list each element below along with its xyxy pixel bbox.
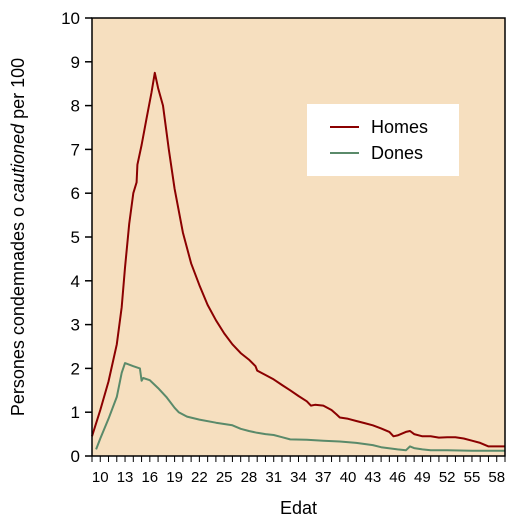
x-tick-label: 37: [315, 469, 332, 486]
x-axis-title: Edat: [280, 498, 317, 518]
x-tick-label: 46: [389, 469, 406, 486]
y-tick-label: 9: [71, 53, 80, 72]
y-tick-label: 4: [71, 272, 80, 291]
y-axis-title: Persones condemnades o cautioned per 100: [8, 58, 28, 416]
y-axis-title-part-3: per 100: [8, 58, 28, 124]
x-tick-label: 40: [340, 469, 357, 486]
y-tick-label: 7: [71, 140, 80, 159]
y-tick-label: 8: [71, 97, 80, 116]
plot-area-background: [92, 18, 505, 456]
series-layer: [91, 71, 505, 452]
x-tick-label: 49: [414, 469, 431, 486]
x-tick-label: 34: [290, 469, 307, 486]
series-line-dones: [95, 362, 505, 452]
x-tick-label: 19: [166, 469, 183, 486]
y-tick-label: 5: [71, 228, 80, 247]
x-tick-label: 16: [141, 469, 158, 486]
x-tick-label: 13: [117, 469, 134, 486]
x-tick-label: 55: [464, 469, 481, 486]
x-tick-label: 25: [216, 469, 233, 486]
y-tick-label: 0: [71, 447, 80, 466]
y-axis-title-part-2: cautioned: [8, 123, 28, 202]
x-tick-label: 31: [265, 469, 282, 486]
legend-label-dones: Dones: [371, 143, 423, 163]
y-tick-label: 6: [71, 184, 80, 203]
y-tick-label: 3: [71, 316, 80, 335]
x-tick-label: 43: [364, 469, 381, 486]
y-axis-title-part-1: Persones condemnades o: [8, 202, 28, 416]
x-tick-label: 22: [191, 469, 208, 486]
x-tick-label: 52: [439, 469, 456, 486]
y-axis: 0 1 2 3 4 5 6 7 8 9 10: [61, 9, 92, 466]
legend-box: [307, 104, 459, 176]
legend: Homes Dones: [307, 104, 459, 176]
y-tick-label: 1: [71, 403, 80, 422]
x-axis: 10 13 16 19 22 25 28 31 34 37 40 43 46 49 52 55 58: [91, 456, 506, 486]
x-tick-label: 28: [241, 469, 258, 486]
y-tick-label: 2: [71, 359, 80, 378]
series-line-homes: [91, 71, 505, 448]
legend-label-homes: Homes: [371, 117, 428, 137]
x-tick-label: 58: [488, 469, 505, 486]
y-tick-label: 10: [61, 9, 80, 28]
x-tick-label: 10: [92, 469, 109, 486]
